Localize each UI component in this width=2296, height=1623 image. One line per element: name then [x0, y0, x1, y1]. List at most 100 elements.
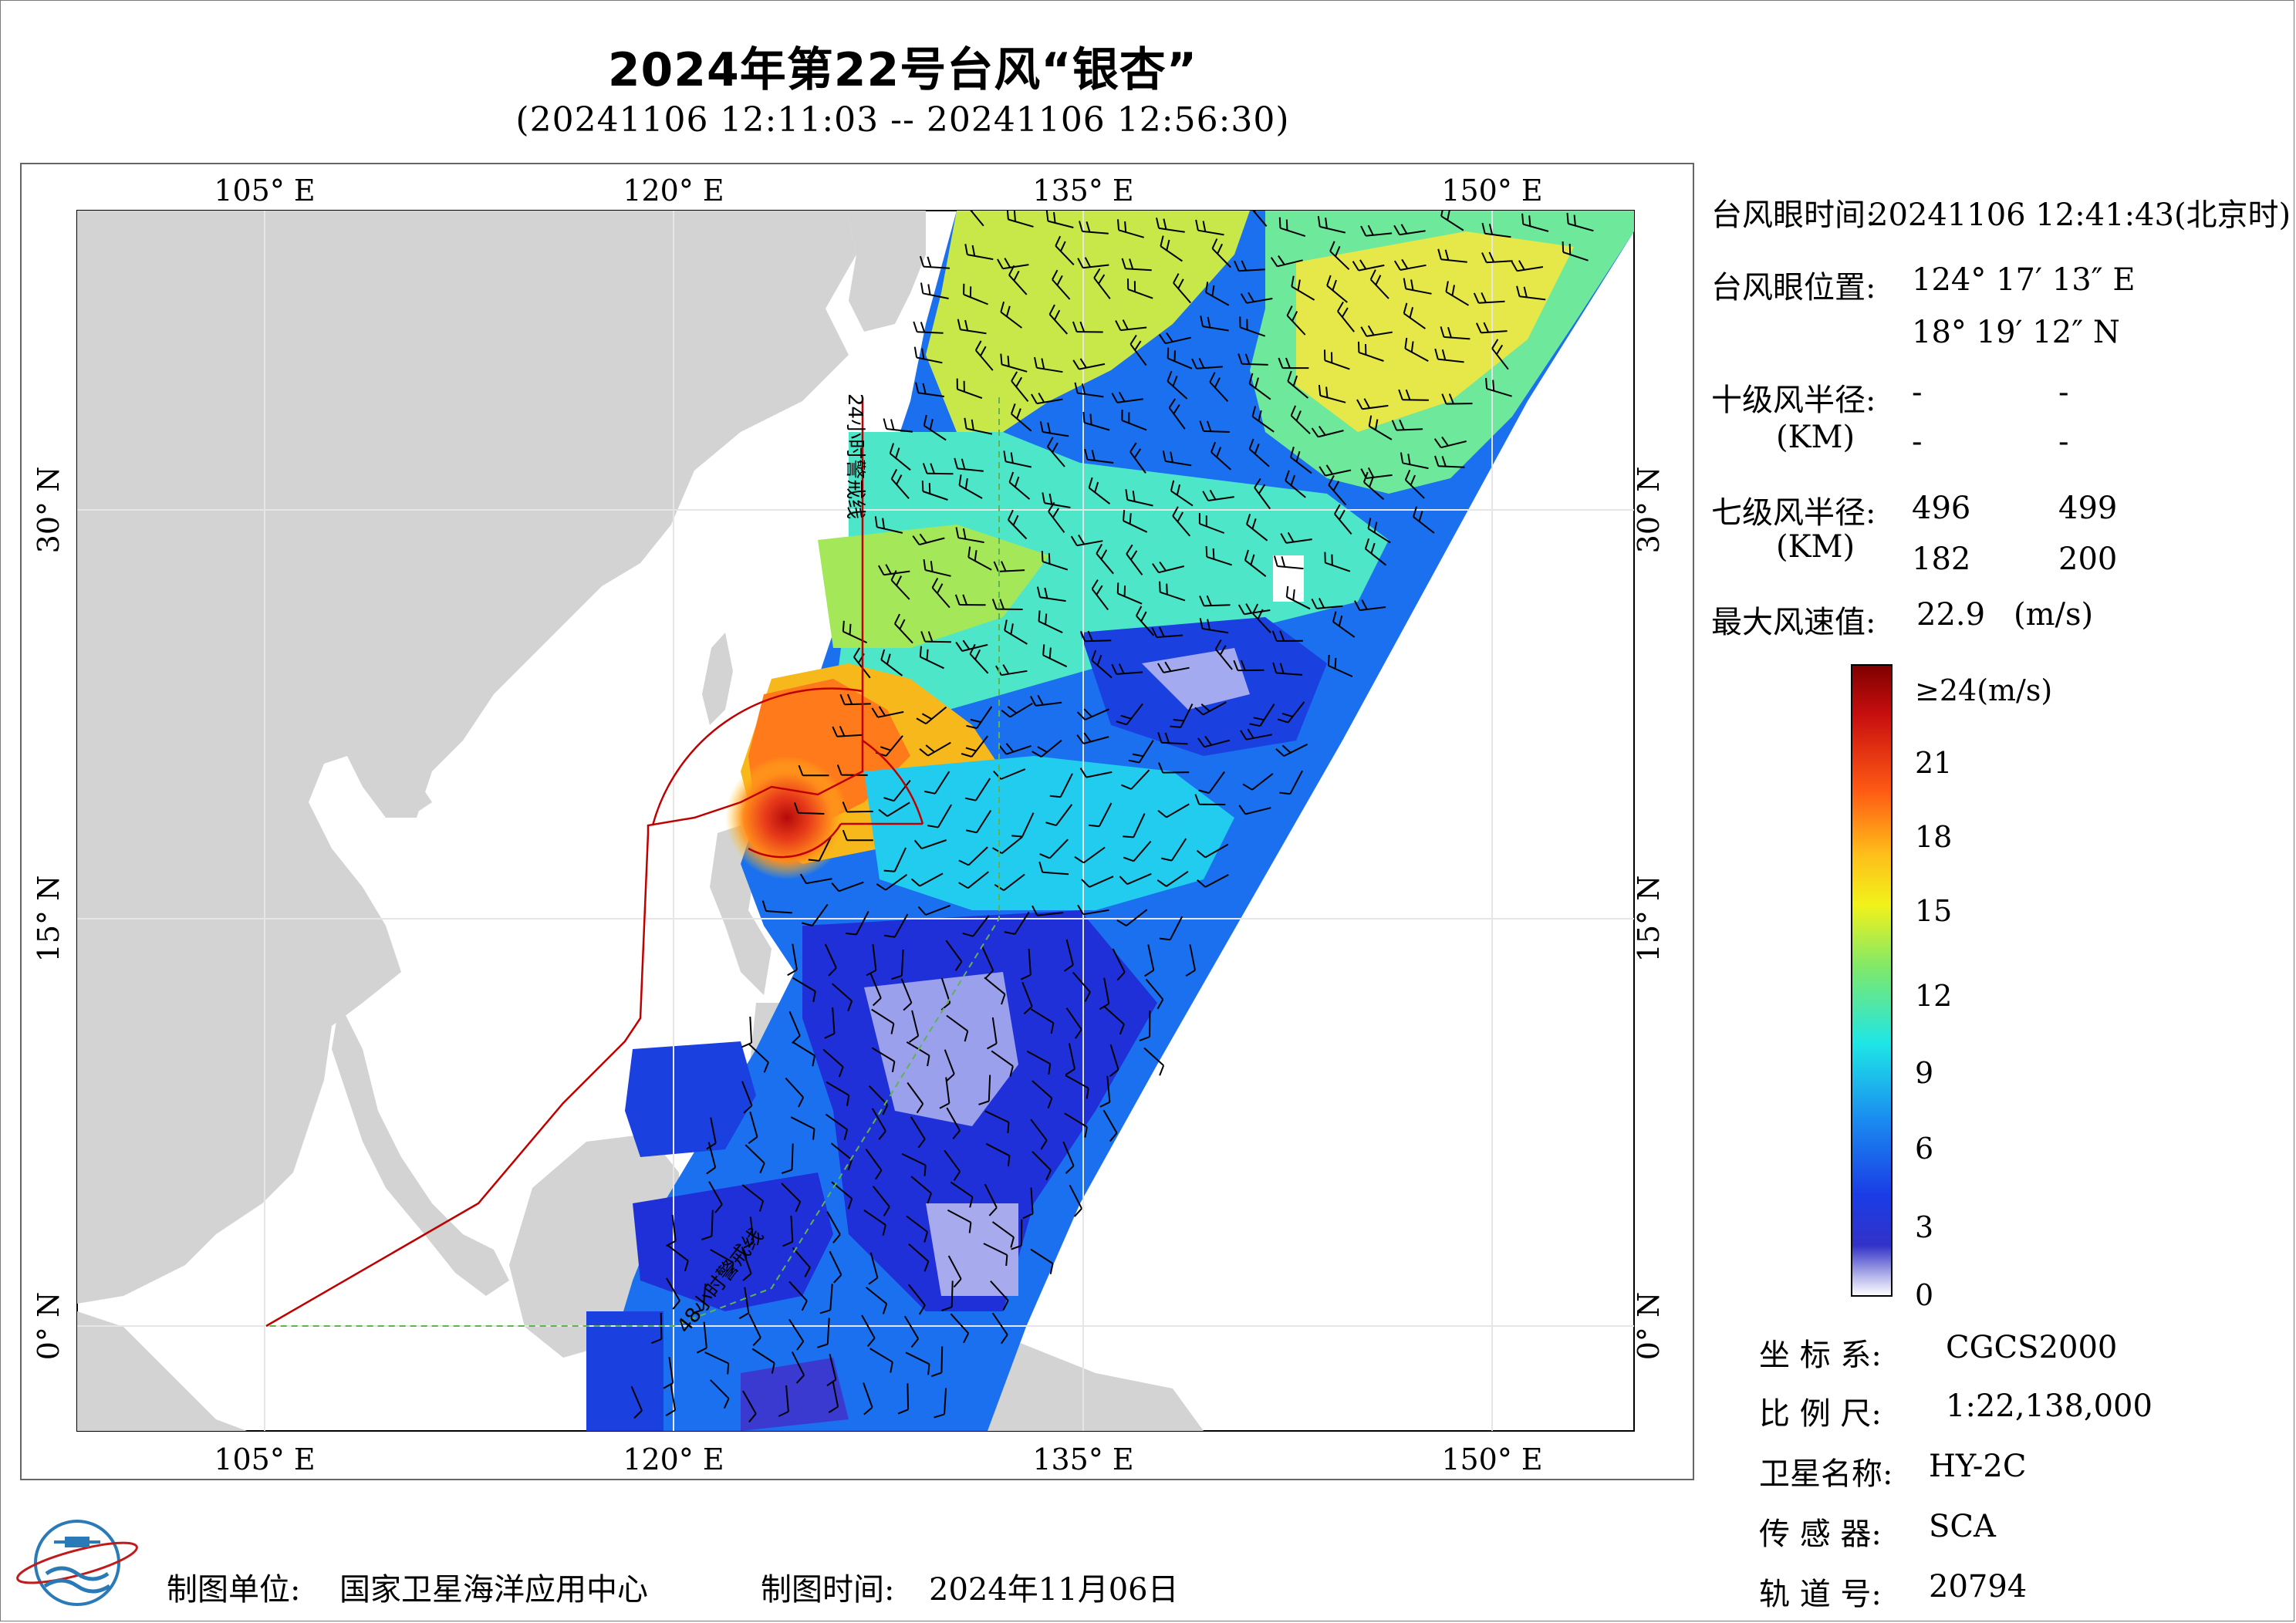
wind-barb-feather	[1129, 258, 1134, 270]
wind-barb	[1002, 264, 1029, 270]
wind-barb	[1205, 292, 1230, 306]
wind-barb-feather	[894, 613, 900, 625]
wind-barb-feather	[913, 321, 918, 332]
map-subtitle: (20241106 12:11:03 -- 20241106 12:56:30)	[515, 100, 1290, 140]
wind-barb-feather	[1391, 420, 1398, 430]
colorbar	[1851, 664, 1893, 1297]
wind-barb	[1129, 451, 1146, 474]
wind-barb-feather	[1367, 467, 1375, 478]
wind-barb-feather	[896, 575, 903, 586]
wind-barb	[950, 1181, 974, 1198]
wind-barb-feather	[1011, 1244, 1022, 1250]
wind-barb-feather	[1238, 805, 1247, 815]
wind-barb-feather	[962, 639, 971, 650]
wind-barb-feather	[927, 631, 934, 643]
wind-barb-feather	[1170, 451, 1173, 463]
wind-barb-feather	[1216, 447, 1222, 457]
wind-barb	[788, 1011, 801, 1036]
wind-barb	[1285, 480, 1306, 498]
wind-barb-feather	[1008, 471, 1015, 483]
wind-barb-feather	[1163, 218, 1167, 230]
wind-barb-feather	[954, 961, 963, 971]
wind-barb	[1065, 1007, 1082, 1031]
wind-barb-feather	[1049, 1263, 1054, 1274]
wind-barb-feather	[787, 969, 798, 977]
wind-barb-feather	[1491, 339, 1499, 349]
wind-barb-feather	[987, 1042, 998, 1050]
wind-barb	[990, 1281, 1009, 1301]
wind-barb	[1042, 654, 1068, 668]
wind-barb-feather	[955, 527, 960, 538]
wind-barb-feather	[1250, 554, 1255, 565]
wind-barb-feather	[846, 1095, 850, 1106]
scale-label: 比 例 尺:	[1759, 1396, 1882, 1432]
wind-barb-feather	[984, 970, 994, 979]
wind-barb-feather	[742, 1273, 752, 1281]
wind-barb-feather	[1516, 285, 1521, 297]
wind-barb-feather	[1234, 260, 1240, 272]
wind-barb-feather	[927, 1055, 930, 1067]
wind-barb-feather	[916, 717, 927, 725]
wind-barb	[983, 1243, 1008, 1256]
wind-barb	[1328, 665, 1353, 677]
wind-barb-feather	[1077, 258, 1084, 268]
wind-barb-feather	[1434, 348, 1439, 359]
wind-barb	[1136, 615, 1155, 636]
wind-barb-feather	[1168, 398, 1177, 409]
wind-barb-feather	[741, 1041, 752, 1048]
wind-barb-feather	[1311, 427, 1319, 437]
wind-barb	[1047, 446, 1065, 467]
wind-barb-feather	[1065, 1068, 1075, 1076]
wind-barb	[1491, 348, 1509, 370]
wind-barb-feather	[1325, 464, 1333, 475]
wind-barb-feather	[723, 1398, 730, 1409]
wind-barb	[946, 1107, 961, 1132]
wind-barb-feather	[1290, 474, 1296, 486]
wind-barb	[1001, 836, 1023, 854]
wind-barb-feather	[833, 1274, 842, 1284]
wind-barb-feather	[1254, 477, 1261, 488]
wind-barb	[1062, 1141, 1075, 1166]
wind-barb	[1214, 648, 1233, 670]
wind-barb-feather	[1292, 311, 1298, 322]
wind-barb	[1048, 313, 1069, 335]
wind-barb-feather	[761, 900, 767, 912]
wind-barb-feather	[1242, 783, 1253, 791]
wind-barb	[1009, 702, 1033, 718]
wind-barb	[1004, 629, 1028, 645]
lat-label-right-15: 15° N	[1632, 876, 1666, 963]
wind-barb	[818, 836, 832, 862]
wind-barb	[1366, 331, 1393, 337]
wind-barb-feather	[1367, 224, 1374, 236]
wind-barb-feather	[812, 990, 816, 1002]
wind-barb-feather	[1079, 221, 1083, 232]
wind-barb-feather	[1032, 905, 1038, 916]
wind-barb-feather	[1258, 484, 1266, 494]
wind-barb	[829, 1354, 837, 1380]
wind-barb-feather	[969, 643, 976, 655]
wind-barb-feather	[945, 1073, 955, 1082]
wind-barb	[1084, 421, 1110, 431]
warning-line-24h-label: 24小时警戒线	[843, 393, 866, 519]
wind-barb-feather	[896, 474, 903, 485]
wind-barb-feather	[883, 418, 888, 430]
wind-barb-feather	[998, 745, 1008, 755]
wind-barb-feather	[1002, 664, 1010, 675]
wind-barb	[1145, 978, 1164, 1000]
wind-barb	[1517, 266, 1544, 272]
wind-barb	[1246, 523, 1268, 542]
r7-value-ne: 496	[1912, 491, 1971, 526]
wind-barb-feather	[1116, 971, 1126, 981]
wind-barb	[1170, 838, 1187, 862]
wind-barb-feather	[999, 599, 1005, 610]
wind-barb	[781, 1183, 801, 1203]
wind-barb-feather	[1000, 1334, 1008, 1345]
wind-barb-feather	[1290, 447, 1295, 458]
wind-barb	[893, 779, 911, 801]
wind-barb-feather	[1072, 359, 1080, 370]
land-areas	[77, 211, 1312, 1431]
wind-barb-feather	[1118, 663, 1125, 674]
wind-barb	[961, 643, 988, 652]
wind-barb-feather	[692, 1309, 704, 1314]
